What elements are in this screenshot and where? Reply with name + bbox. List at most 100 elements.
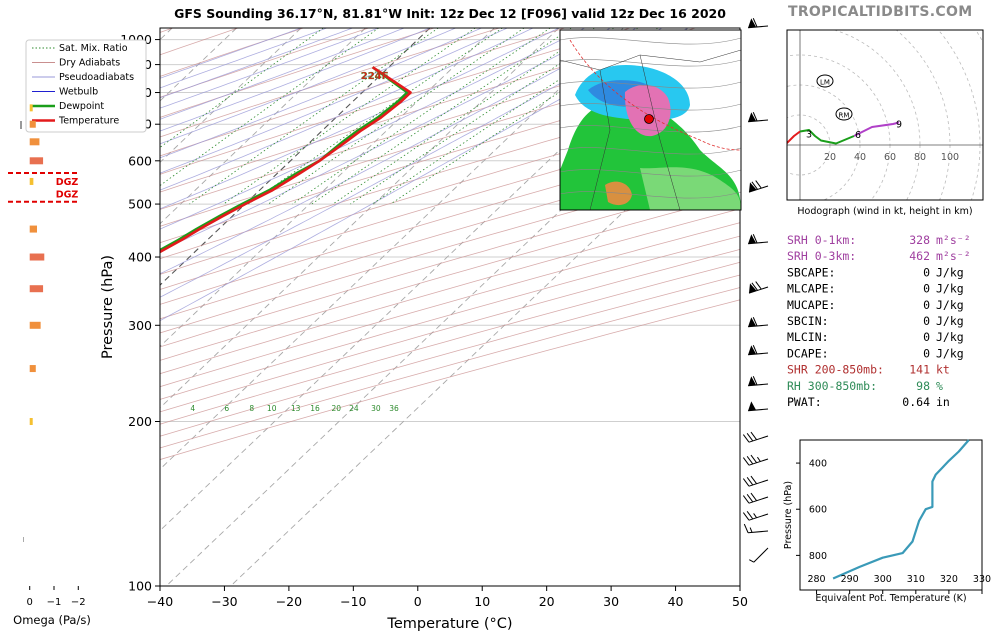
index-value: 0 — [923, 346, 930, 360]
index-value: 0 — [923, 282, 930, 296]
index-unit: J/kg — [936, 265, 964, 279]
pseudoadiabat — [160, 28, 611, 252]
wind-barb-glyph — [742, 492, 769, 504]
omega-bar — [29, 177, 34, 185]
barb-staff — [748, 435, 769, 443]
theta-e-x-tick-label: 310 — [907, 574, 925, 585]
omega-axis-label: Omega (Pa/s) — [13, 613, 91, 627]
barb-half — [749, 527, 753, 533]
x-tick-label: 10 — [474, 594, 490, 609]
index-label: RH 300-850mb: — [787, 379, 877, 393]
skewt-profiles: 224F — [160, 66, 412, 254]
hodo-segment-0-3 — [787, 130, 801, 145]
dry-adiabat — [160, 102, 740, 275]
barb-flag — [752, 18, 758, 28]
wind-barb-glyph — [742, 475, 769, 487]
mix-ratio-label: 4 — [190, 404, 195, 413]
barb-flag — [752, 345, 758, 355]
map-contour — [560, 191, 741, 199]
legend-box — [25, 39, 147, 133]
map-frame — [559, 29, 742, 211]
barb-half — [749, 559, 755, 563]
wind-barb — [743, 523, 769, 534]
barb-flag — [752, 376, 758, 386]
index-value: 0 — [923, 330, 930, 344]
index-unit: J/kg — [936, 282, 964, 296]
barb-flag — [752, 112, 758, 122]
wind-barb — [742, 475, 769, 487]
barb-pennant — [748, 112, 757, 122]
hodo-height-label: 3 — [806, 130, 812, 141]
barb-flag — [750, 454, 757, 464]
dry-adiabat — [160, 248, 740, 413]
barb-flag — [752, 317, 758, 327]
index-unit: in — [936, 395, 950, 409]
theta-e-y-tick-label: 800 — [809, 551, 827, 562]
theta-e-x-tick-label: 330 — [973, 574, 991, 585]
hodo-ring-label: 20 — [824, 152, 836, 163]
mix-ratio-label: 8 — [249, 404, 254, 413]
y-tick-label: 400 — [128, 250, 152, 265]
barb-pennant — [748, 376, 757, 386]
mix-ratio-label: 1 — [84, 404, 89, 413]
map-contour — [560, 169, 741, 177]
wind-barb-glyph — [748, 401, 769, 412]
omega-bar — [29, 225, 37, 233]
mix-ratio-line — [332, 28, 595, 205]
barb-flag — [743, 523, 749, 533]
x-tick-label: 50 — [732, 594, 748, 609]
hodo-ring-label: 100 — [941, 152, 959, 163]
hodo-right-mover — [835, 107, 853, 121]
wind-barb — [748, 234, 769, 245]
wind-barb — [748, 112, 769, 123]
barb-staff — [748, 383, 769, 387]
y-tick-label: 500 — [128, 197, 152, 212]
hodo-frame — [786, 29, 984, 201]
omega-bar — [29, 253, 45, 261]
mix-ratio-line — [350, 28, 615, 205]
theta-e-line — [832, 439, 970, 580]
index-unit: m²s⁻² — [936, 249, 971, 263]
omega-bar — [29, 285, 44, 293]
isotherm — [160, 28, 302, 163]
barb-staff — [748, 119, 769, 123]
index-unit: % — [936, 379, 943, 393]
theta-e-y-tick-label: 600 — [809, 505, 827, 516]
index-value: 98 — [916, 379, 930, 393]
pseudoadiabat — [160, 28, 327, 89]
wind-barb — [742, 454, 769, 466]
x-tick-label: 40 — [668, 594, 684, 609]
wind-barb-glyph — [743, 523, 769, 534]
map-mix-pink — [624, 84, 671, 137]
barb-flag — [751, 282, 758, 291]
mix-ratio-label: 10 — [267, 404, 277, 413]
barb-pennant — [748, 317, 757, 327]
pseudoadiabat — [160, 28, 302, 79]
hodo-segment-6-9 — [853, 121, 900, 137]
wind-barb-glyph — [742, 431, 769, 443]
mix-ratio-line — [160, 28, 324, 148]
dry-adiabat — [160, 222, 740, 388]
barb-flag — [746, 511, 754, 520]
mix-ratio-line — [311, 28, 572, 205]
wind-barb — [748, 281, 769, 294]
dry-adiabat — [160, 28, 565, 157]
barb-staff — [753, 547, 769, 563]
index-label: SRH 0-1km: — [787, 233, 856, 247]
omega-x-tick-label: 0 — [27, 597, 33, 608]
isotherm — [160, 28, 624, 470]
map-borders — [560, 49, 741, 210]
index-label: MLCAPE: — [787, 282, 835, 296]
x-axis-label: Temperature (°C) — [386, 616, 512, 632]
x-tick-label: −20 — [276, 594, 302, 609]
barb-flag — [750, 431, 757, 441]
map-contour — [560, 59, 741, 67]
index-unit: J/kg — [936, 346, 964, 360]
barb-staff — [748, 513, 769, 521]
x-tick-label: 20 — [539, 594, 555, 609]
mix-ratio-line — [160, 28, 379, 187]
index-value: 0 — [923, 265, 930, 279]
site-name: TROPICALTIDBITS.COM — [788, 4, 973, 20]
barb-flag — [750, 492, 757, 502]
